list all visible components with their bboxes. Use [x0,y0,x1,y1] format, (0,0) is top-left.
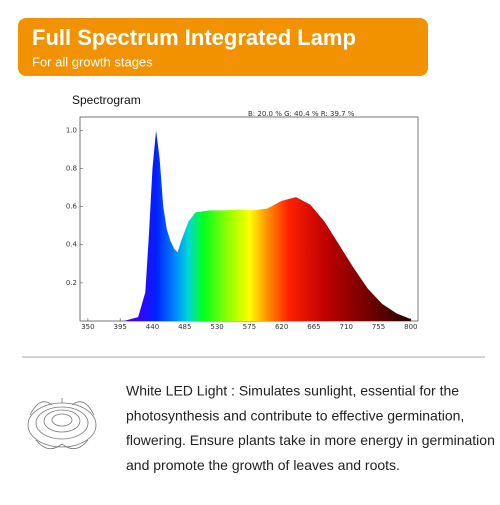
x-tick-label: 485 [178,323,191,331]
chart-title: Spectrogram [72,93,141,107]
header-title: Full Spectrum Integrated Lamp [32,25,356,50]
description-line: and promote the growth of leaves and roo… [126,457,400,473]
x-tick-label: 575 [243,323,256,331]
x-tick-label: 800 [404,323,417,331]
x-tick-label: 665 [307,323,320,331]
y-tick-label: 0.2 [66,279,77,287]
spectrum-area [109,130,411,321]
x-tick-label: 755 [372,323,385,331]
x-tick-label: 620 [275,323,288,331]
x-tick-label: 440 [146,323,159,331]
description-line: flowering. Ensure plants take in more en… [126,432,495,448]
header-subtitle: For all growth stages [32,54,153,69]
y-tick-label: 1.0 [66,126,77,134]
y-tick-label: 0.4 [66,241,78,249]
header-banner [18,18,428,76]
x-tick-label: 710 [340,323,353,331]
x-tick-label: 530 [210,323,223,331]
description-line: photosynthesis and contribute to effecti… [126,407,464,423]
annotation: B: 20.0 % G: 40.4 % R: 39.7 % [248,110,355,118]
succulent-icon [27,398,97,449]
x-tick-label: 350 [81,323,94,331]
y-tick-label: 0.6 [66,203,78,211]
x-tick-label: 395 [113,323,126,331]
description-line: White LED Light : Simulates sunlight, es… [126,383,459,399]
y-tick-label: 0.8 [66,164,77,172]
